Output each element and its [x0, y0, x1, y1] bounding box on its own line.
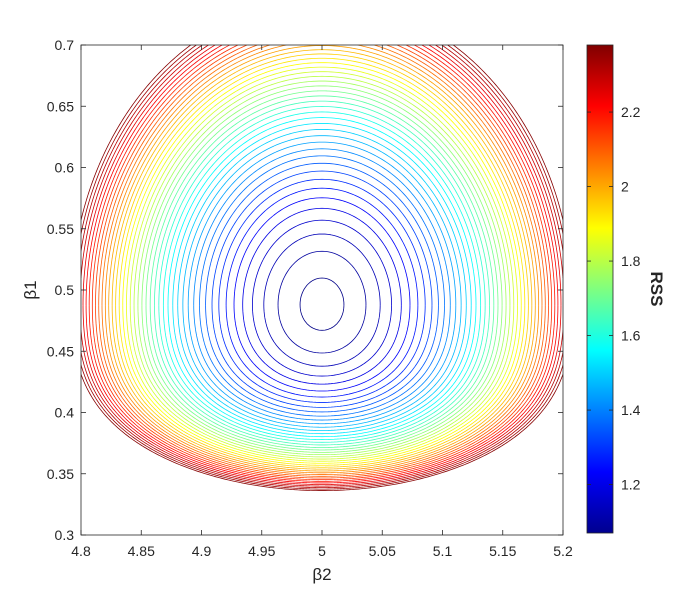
colorbar-tick-label: 2 — [621, 179, 629, 195]
contour-line-37 — [88, 45, 556, 482]
contour-line-35 — [95, 45, 549, 479]
contour-line-27 — [122, 62, 522, 464]
contour-line-13 — [182, 135, 462, 428]
x-tick-label: 5.05 — [369, 543, 396, 559]
contour-line-16 — [167, 117, 477, 438]
x-tick-label: 5.2 — [553, 543, 573, 559]
y-tick-label: 0.35 — [47, 466, 74, 482]
x-tick-label: 5.15 — [489, 543, 516, 559]
contour-line-11 — [193, 148, 451, 421]
contour-line-6 — [225, 187, 419, 398]
x-tick-label: 4.85 — [128, 543, 155, 559]
contour-line-25 — [129, 71, 515, 460]
contour-line-20 — [149, 95, 495, 448]
contour-line-29 — [115, 53, 529, 468]
contour-line-15 — [172, 123, 472, 435]
contour-line-32 — [104, 45, 540, 474]
contour-line-18 — [158, 106, 486, 443]
contour-line-5 — [233, 197, 411, 392]
contour-line-42 — [81, 45, 563, 490]
contour-line-3 — [252, 219, 392, 377]
contour-line-2 — [263, 233, 381, 367]
y-axis-ticks: 0.3 0.35 0.4 0.45 0.5 0.55 0.6 0.65 0.7 — [47, 37, 563, 543]
colorbar-tick-label: 2.2 — [621, 104, 641, 120]
colorbar-tick-label: 1.8 — [621, 253, 641, 269]
contour-line-4 — [242, 207, 402, 385]
contour-line-14 — [177, 129, 467, 431]
y-tick-label: 0.7 — [55, 37, 75, 53]
contour-line-23 — [137, 80, 507, 456]
x-tick-label: 5 — [318, 543, 326, 559]
y-tick-label: 0.3 — [55, 527, 75, 543]
y-axis-label: β1 — [21, 280, 40, 299]
x-tick-label: 4.8 — [71, 543, 91, 559]
colorbar-label: RSS — [647, 272, 666, 307]
contour-line-24 — [133, 75, 511, 458]
y-tick-label: 0.4 — [55, 405, 75, 421]
contour-lines — [81, 45, 563, 491]
contour-line-12 — [187, 141, 457, 425]
contour-line-26 — [126, 66, 518, 462]
x-tick-label: 5.1 — [433, 543, 453, 559]
contour-line-7 — [218, 178, 426, 403]
y-tick-label: 0.6 — [55, 160, 75, 176]
contour-line-30 — [111, 49, 533, 470]
contour-line-10 — [199, 155, 445, 417]
plot-area — [81, 45, 563, 535]
colorbar-ticks: 1.2 1.4 1.6 1.8 2 2.2 — [587, 104, 641, 493]
contour-line-0 — [299, 277, 345, 331]
contour-line-1 — [277, 250, 367, 354]
contour-line-19 — [154, 100, 490, 446]
colorbar-tick-label: 1.4 — [621, 402, 641, 418]
contour-line-40 — [81, 45, 563, 487]
colorbar-tick-label: 1.6 — [621, 328, 641, 344]
y-tick-label: 0.55 — [47, 221, 74, 237]
contour-line-28 — [118, 57, 526, 466]
contour-line-39 — [82, 45, 562, 485]
colorbar-tick-label: 1.2 — [621, 477, 641, 493]
contour-line-36 — [91, 45, 553, 481]
x-axis-ticks: 4.8 4.85 4.9 4.95 5 5.05 5.1 5.15 5.2 — [71, 45, 573, 559]
y-tick-label: 0.5 — [55, 282, 75, 298]
contour-line-31 — [108, 45, 536, 472]
contour-line-17 — [162, 111, 482, 440]
contour-line-33 — [101, 45, 543, 475]
contour-line-41 — [81, 45, 563, 488]
colorbar — [586, 44, 614, 534]
contour-line-38 — [85, 45, 559, 484]
x-axis-label: β2 — [312, 565, 331, 584]
x-tick-label: 4.9 — [192, 543, 212, 559]
contour-line-9 — [205, 162, 439, 413]
x-tick-label: 4.95 — [248, 543, 275, 559]
contour-line-22 — [141, 85, 503, 453]
y-tick-label: 0.65 — [47, 98, 74, 114]
contour-line-8 — [211, 170, 433, 408]
contour-line-21 — [145, 90, 499, 451]
y-tick-label: 0.45 — [47, 343, 74, 359]
contour-line-34 — [98, 45, 546, 477]
